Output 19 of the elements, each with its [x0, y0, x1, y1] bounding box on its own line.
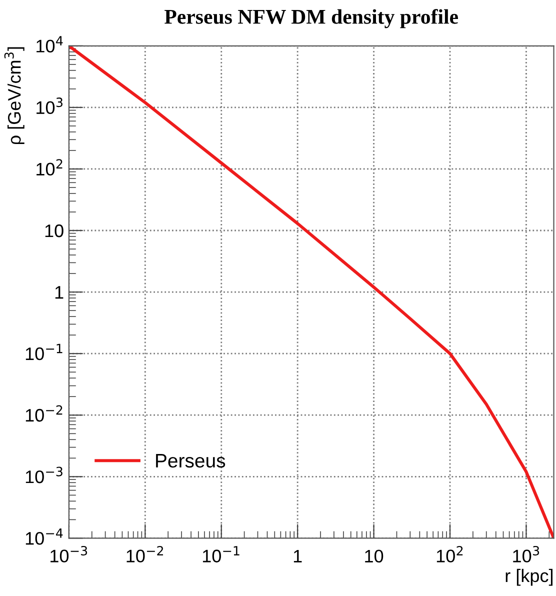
y-tick-label: 10$^{2}$	[36, 159, 62, 176]
y-tick-label: 10$^{−2}$	[26, 405, 62, 422]
chart-title: Perseus NFW DM density profile	[164, 9, 458, 28]
x-tick-label: 10$^{−2}$	[126, 546, 164, 562]
y-tick-label: 10$^{−3}$	[26, 466, 62, 484]
y-tick-label: 10$^{−4}$	[26, 528, 63, 545]
y-axis-title: ρ [GeV/cm$^{3}$]	[4, 47, 24, 144]
x-axis-title: r [kpc]	[506, 568, 552, 586]
y-tick-label: 10$^{3}$	[36, 98, 62, 114]
y-tick-label: 10$^{−1}$	[26, 344, 62, 360]
y-tick-label: 1	[55, 286, 64, 299]
y-tick-label: 10	[45, 224, 64, 238]
x-tick-label: 1	[294, 550, 302, 562]
x-tick-label: 10$^{3}$	[513, 546, 540, 562]
x-tick-label: 10$^{−1}$	[202, 546, 240, 562]
x-tick-label: 10$^{2}$	[436, 546, 463, 562]
y-tick-label: 10$^{4}$	[36, 36, 63, 52]
legend-label: Perseus	[156, 454, 226, 468]
x-tick-label: 10	[365, 550, 384, 563]
